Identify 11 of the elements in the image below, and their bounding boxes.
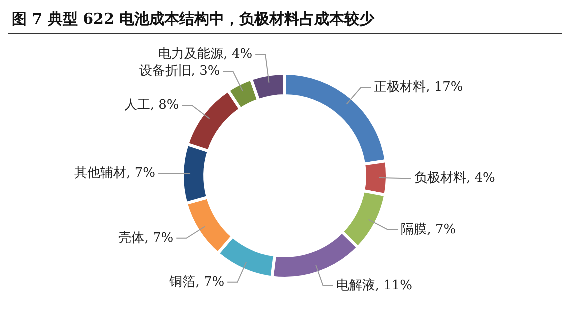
slice-label: 正极材料, 17% (374, 80, 464, 96)
slice-label: 电解液, 11% (336, 278, 412, 294)
slice-label: 电力及能源, 4% (158, 47, 253, 62)
slice-label: 设备折旧, 3% (139, 64, 220, 80)
slice-label: 人工, 8% (124, 98, 180, 113)
slice-label: 壳体, 7% (118, 230, 174, 246)
slice-label: 负极材料, 4% (414, 170, 496, 186)
slice-label: 其他辅材, 7% (74, 166, 156, 181)
slice-label: 隔膜, 7% (401, 222, 456, 238)
chart-title: 图 7 典型 622 电池成本结构中，负极材料占成本较少 (8, 8, 562, 34)
slice-label: 铜箔, 7% (168, 274, 225, 290)
